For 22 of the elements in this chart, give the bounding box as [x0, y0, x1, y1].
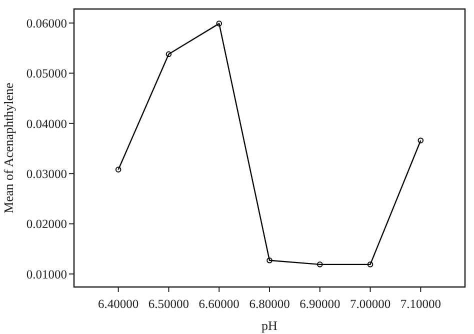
x-tick-label: 6.60000 [198, 297, 240, 311]
point [115, 166, 122, 172]
point [266, 258, 272, 264]
y-tick-label: 0.03000 [26, 166, 67, 181]
x-tick-label: 7.10000 [400, 297, 441, 311]
x-tick-label: 6.50000 [148, 297, 190, 311]
y-tick-label: 0.04000 [26, 116, 67, 131]
y-tick-label: 0.01000 [26, 267, 67, 282]
y-axis-title: Mean of Acenaphthylene [1, 82, 16, 214]
y-tick-label: 0.06000 [26, 16, 67, 30]
x-tick-label: 6.40000 [98, 297, 139, 311]
point [216, 20, 222, 26]
x-tick-label: 6.80000 [249, 297, 290, 311]
point [316, 262, 323, 268]
x-tick-label: 6.90000 [300, 297, 340, 311]
point [367, 262, 374, 268]
x-tick-label: 7.00000 [350, 297, 391, 311]
y-tick-label: 0.02000 [26, 217, 67, 232]
y-tick-label: 0.05000 [26, 66, 67, 81]
point [166, 51, 172, 58]
point [418, 138, 424, 144]
x-axis-title: pH [262, 318, 278, 333]
